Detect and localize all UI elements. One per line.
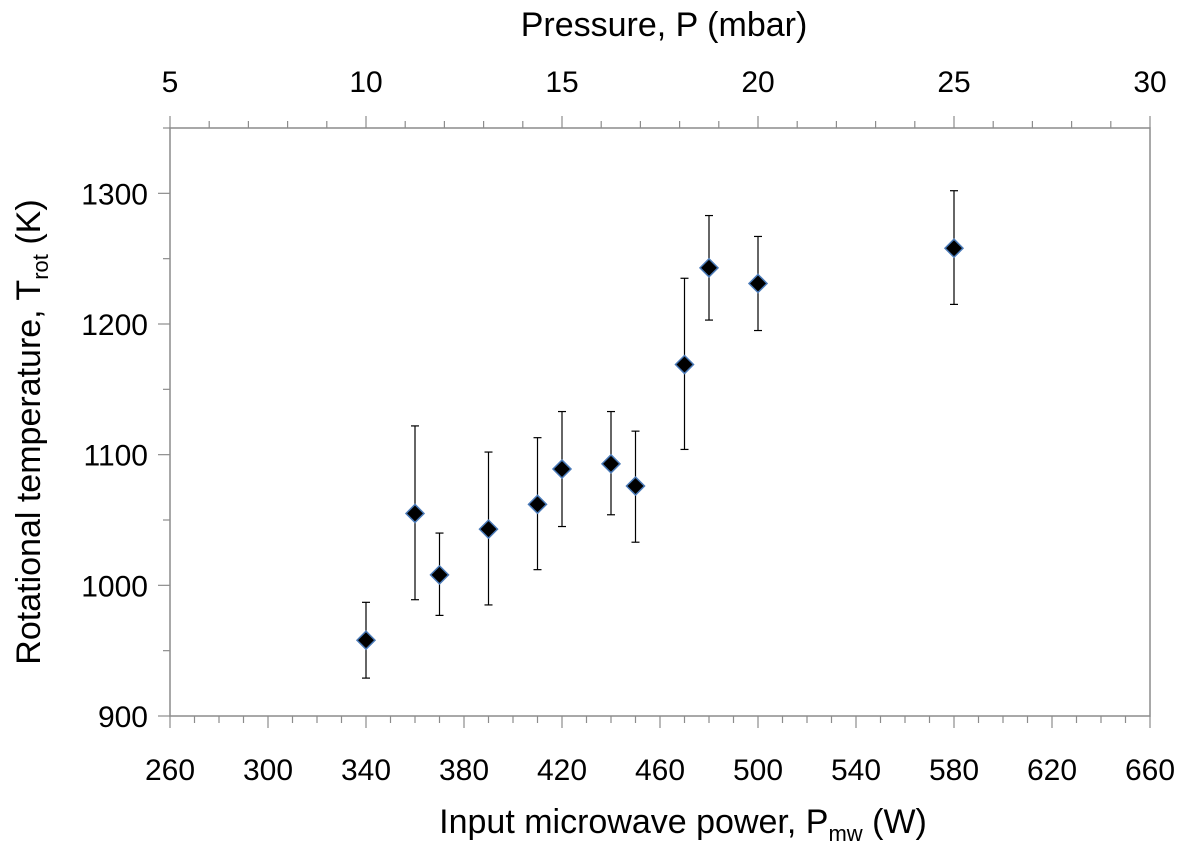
y-axis-title-text: Rotational temperature, bbox=[10, 301, 48, 665]
x-tick-label: 340 bbox=[341, 754, 391, 787]
x-axis-title: Input microwave power, Pmw (W) bbox=[439, 803, 927, 845]
y-tick-label: 1100 bbox=[83, 440, 148, 473]
plot-area bbox=[169, 127, 1151, 717]
y-axis-title-subscript: rot bbox=[28, 254, 53, 280]
data-point-marker bbox=[747, 273, 769, 294]
y-tick-label: 1200 bbox=[81, 309, 148, 342]
data-point-marker bbox=[625, 475, 646, 497]
x2-tick-label: 20 bbox=[741, 66, 774, 99]
x-axis-title-unit: (W) bbox=[863, 803, 927, 841]
x-tick-label: 260 bbox=[145, 754, 195, 787]
data-point-marker bbox=[698, 257, 720, 278]
y-axis-title: Rotational temperature, Trot (K) bbox=[10, 199, 53, 664]
x-tick-label: 540 bbox=[831, 754, 881, 787]
y-axis-title-unit: (K) bbox=[10, 199, 48, 254]
data-point-marker bbox=[404, 503, 426, 524]
x-axis-title-symbol: P bbox=[806, 803, 829, 841]
data-point-marker bbox=[943, 238, 965, 259]
data-point-marker bbox=[600, 453, 622, 474]
x2-axis-title: Pressure, P (mbar) bbox=[521, 6, 808, 44]
y-tick-label: 900 bbox=[98, 701, 148, 734]
x-tick-label: 580 bbox=[929, 754, 979, 787]
x2-tick-label: 5 bbox=[162, 66, 179, 99]
x-tick-labels: 260 300 340 380 420 460 500 540 580 620 660 bbox=[145, 754, 1175, 787]
x-tick-label: 300 bbox=[243, 754, 293, 787]
y-axis-title-symbol: T bbox=[10, 280, 48, 301]
data-point-marker bbox=[429, 564, 450, 585]
data-point-marker bbox=[674, 354, 695, 375]
y-tick-label: 1000 bbox=[81, 570, 148, 603]
x2-tick-label: 25 bbox=[937, 66, 970, 99]
data-point-marker bbox=[355, 630, 377, 651]
data-point-marker bbox=[478, 519, 499, 540]
x-tick-label: 620 bbox=[1027, 754, 1077, 787]
x-axis-title-subscript: mw bbox=[828, 821, 862, 845]
x2-tick-labels: 5 10 15 20 25 30 bbox=[162, 66, 1167, 99]
x2-tick-label: 10 bbox=[349, 66, 382, 99]
x-tick-label: 500 bbox=[733, 754, 783, 787]
data-point-marker bbox=[527, 494, 548, 515]
x2-tick-label: 15 bbox=[545, 66, 578, 99]
x-tick-label: 420 bbox=[537, 754, 587, 787]
x-tick-label: 460 bbox=[635, 754, 685, 787]
axis-ticks bbox=[158, 116, 1151, 728]
x-tick-label: 660 bbox=[1125, 754, 1175, 787]
y-tick-labels: 900 1000 1100 1200 1300 bbox=[81, 178, 148, 734]
y-tick-label: 1300 bbox=[81, 178, 148, 211]
data-markers bbox=[355, 238, 965, 651]
x-tick-label: 380 bbox=[439, 754, 489, 787]
x-axis-title-text: Input microwave power, bbox=[439, 803, 806, 841]
x2-tick-label: 30 bbox=[1133, 66, 1166, 99]
data-point-marker bbox=[551, 458, 573, 480]
